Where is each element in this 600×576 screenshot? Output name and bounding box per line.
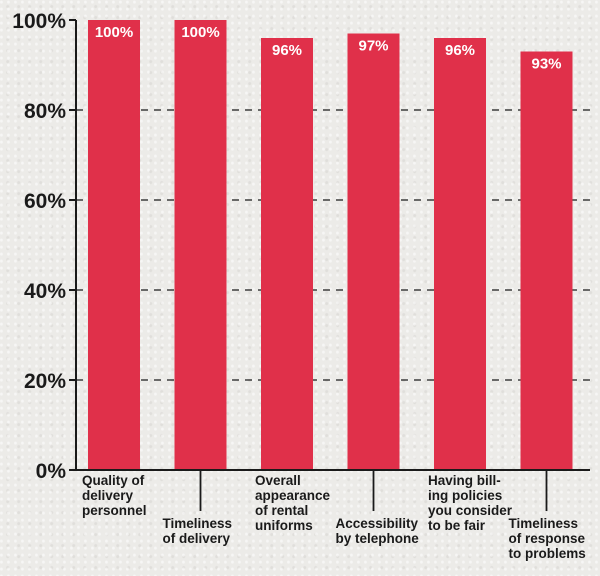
category-labels: Quality of delivery personnel Timeliness of …	[82, 470, 586, 561]
bar	[261, 38, 313, 470]
y-axis: 0% 20% 40% 60% 80% 100%	[12, 10, 590, 483]
category-label: Overall appearance of rental uniforms	[255, 473, 331, 533]
data-label: 97%	[358, 38, 388, 55]
y-tick-label: 60%	[24, 190, 66, 213]
bar	[434, 38, 486, 470]
category-label: Timeliness of delivery	[163, 516, 233, 546]
y-tick-label: 80%	[24, 100, 66, 123]
bar	[174, 20, 227, 470]
gridlines	[76, 109, 590, 381]
data-label: 96%	[445, 42, 475, 59]
bar	[520, 51, 573, 470]
category-label: Timeliness of response to problems	[509, 516, 586, 561]
bar	[347, 33, 400, 470]
category-label: Quality of delivery personnel	[82, 473, 147, 518]
data-label: 93%	[531, 56, 561, 73]
bar	[88, 20, 140, 470]
data-label: 100%	[181, 24, 219, 41]
y-tick-label: 0%	[36, 460, 67, 483]
data-label: 100%	[95, 24, 133, 41]
y-tick-label: 40%	[24, 280, 66, 303]
bars: 100% 100% 96% 97% 96% 93%	[88, 20, 573, 470]
category-label: Having bill-ing policies you consider to b…	[428, 473, 513, 533]
y-tick-label: 100%	[12, 10, 66, 33]
category-label: Accessibility by telephone	[336, 516, 420, 546]
y-tick-label: 20%	[24, 370, 66, 393]
data-label: 96%	[272, 42, 302, 59]
